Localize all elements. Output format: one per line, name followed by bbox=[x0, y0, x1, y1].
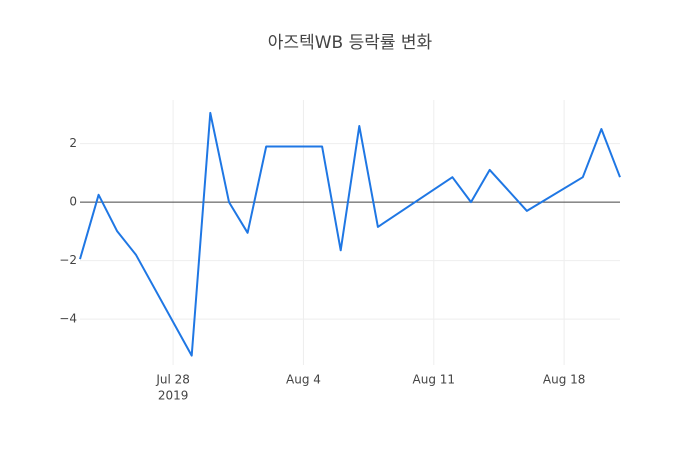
x-tick-label: 2019 bbox=[158, 389, 189, 403]
x-tick-label: Jul 28 bbox=[155, 373, 190, 387]
data-line bbox=[79, 111, 621, 357]
grid-layer bbox=[80, 100, 620, 365]
y-tick-label: −2 bbox=[59, 253, 77, 267]
y-tick-label: 0 bbox=[69, 195, 77, 209]
y-tick-label: −4 bbox=[59, 312, 77, 326]
y-tick-label: 2 bbox=[69, 136, 77, 150]
x-tick-label: Aug 18 bbox=[543, 373, 586, 387]
x-tick-label: Aug 11 bbox=[413, 373, 456, 387]
x-tick-label: Aug 4 bbox=[286, 373, 321, 387]
chart-title: 아즈텍WB 등락률 변화 bbox=[268, 33, 433, 53]
